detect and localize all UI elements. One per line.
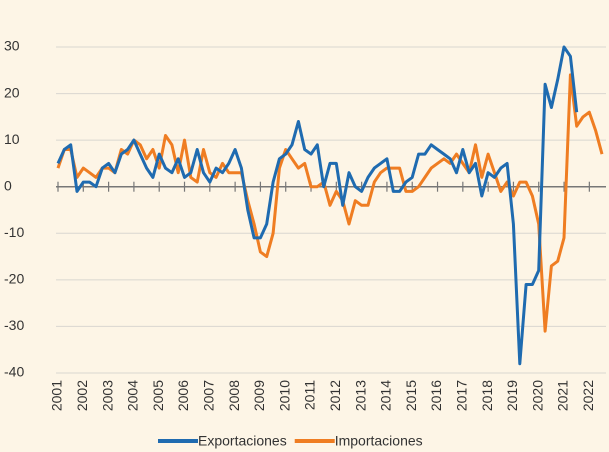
x-tick-label: 2010 (276, 380, 292, 411)
x-tick-label: 2020 (529, 380, 545, 411)
x-tick-label: 2005 (150, 380, 166, 411)
series-line (56, 73, 604, 333)
x-tick-label: 2018 (479, 380, 495, 411)
x-tick-label: 2011 (302, 380, 318, 410)
x-tick-label: 2014 (378, 380, 394, 411)
x-tick-label: 2007 (201, 380, 217, 411)
x-tick-label: 2019 (504, 380, 520, 411)
y-tick-label: -40 (4, 364, 24, 380)
x-tick-label: 2008 (226, 380, 242, 411)
series-line (56, 45, 579, 366)
x-tick-label: 2013 (352, 380, 368, 411)
x-tick-label: 2017 (454, 380, 470, 411)
y-tick-label: -30 (4, 317, 24, 333)
x-tick-label: 2016 (428, 380, 444, 411)
x-tick-label: 2001 (49, 380, 65, 411)
x-tick-label: 2015 (403, 380, 419, 411)
y-tick-label: 10 (4, 131, 20, 147)
y-tick-label: -20 (4, 271, 24, 287)
x-tick-label: 2022 (580, 380, 596, 411)
legend-label: Exportaciones (198, 433, 287, 449)
x-tick-label: 2002 (74, 380, 90, 411)
y-tick-label: 20 (4, 84, 20, 100)
legend-label: Importaciones (335, 433, 423, 449)
x-tick-label: 2003 (99, 380, 115, 411)
x-tick-label: 2021 (555, 380, 571, 411)
y-tick-label: 30 (4, 38, 20, 54)
x-tick-label: 2009 (251, 380, 267, 411)
x-tick-label: 2004 (125, 380, 141, 411)
y-tick-label: 0 (4, 177, 12, 193)
x-tick-label: 2006 (175, 380, 191, 411)
y-tick-label: -10 (4, 224, 24, 240)
x-tick-label: 2012 (327, 380, 343, 411)
